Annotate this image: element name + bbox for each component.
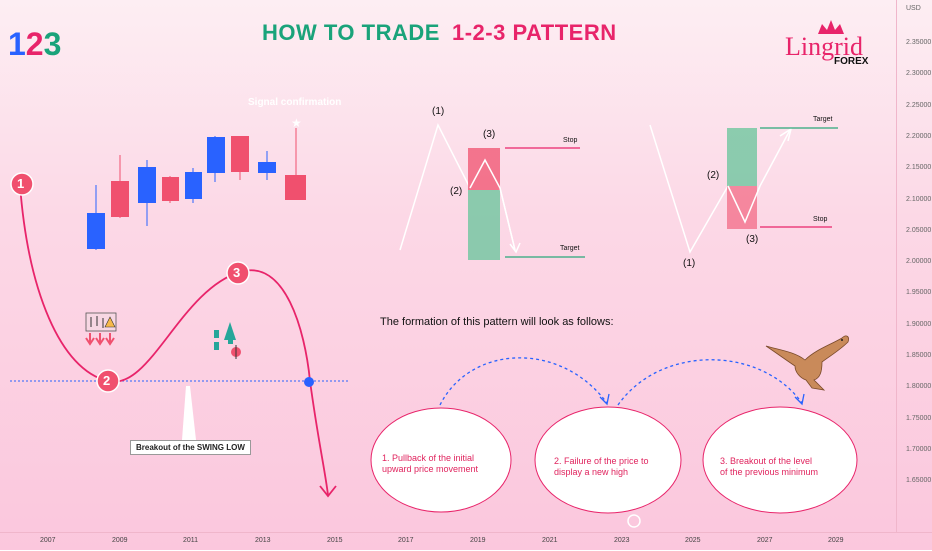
time-tick: 2011 — [183, 537, 199, 544]
step-2-oval — [534, 406, 682, 514]
currency-label: USD — [906, 5, 921, 12]
brand-sub: FOREX — [834, 56, 869, 67]
candles — [87, 128, 306, 250]
point-1-label: 1 — [17, 176, 25, 191]
signal-confirmation-label: Signal confirmation — [248, 97, 342, 108]
time-tick: 2009 — [112, 537, 128, 544]
price-tick: 2.30000 — [906, 70, 932, 78]
diag-right-p3: (3) — [746, 234, 759, 245]
diagram-left-target-box — [468, 190, 500, 260]
price-tick: 1.65000 — [906, 477, 932, 485]
callout-pointer — [182, 386, 196, 440]
point-3-marker — [226, 261, 250, 285]
step-2-text: 2. Failure of the price to display a new … — [554, 456, 649, 477]
time-tick: 2023 — [614, 537, 630, 544]
candle — [185, 172, 202, 199]
step-1-oval — [370, 407, 512, 513]
price-tick: 2.10000 — [906, 195, 932, 203]
candle — [111, 181, 129, 217]
diag-left-target: Target — [560, 245, 580, 252]
price-tick: 2.00000 — [906, 258, 932, 266]
arc-arrow-1 — [439, 357, 608, 406]
candle — [231, 136, 249, 172]
point-1-marker — [10, 172, 34, 196]
price-tick: 2.25000 — [906, 101, 932, 109]
candle — [207, 137, 225, 173]
diag-left-p1: (1) — [432, 106, 445, 117]
candle — [162, 177, 179, 201]
breakout-callout: Breakout of the SWING LOW — [130, 440, 251, 455]
price-tick: 1.75000 — [906, 414, 932, 422]
step-3-text: 3. Breakout of the level of the previous … — [720, 456, 819, 477]
step-1-text: 1. Pullback of the initial upward price m… — [382, 453, 479, 474]
time-axis[interactable] — [0, 532, 932, 551]
time-tick: 2015 — [327, 537, 343, 544]
time-tick: 2021 — [542, 537, 558, 544]
price-tick: 1.70000 — [906, 445, 932, 453]
price-tick: 1.95000 — [906, 289, 932, 297]
brand-name: Lingrid — [785, 32, 863, 61]
price-tick: 2.35000 — [906, 39, 932, 46]
star-icon: ★ — [291, 116, 302, 130]
arc-arrow-2 — [617, 359, 803, 406]
diagram-right-path — [649, 124, 791, 254]
diag-right-p2: (2) — [707, 170, 720, 181]
candle — [258, 162, 276, 173]
crown-icon — [818, 20, 844, 34]
point-3-label: 3 — [233, 265, 241, 280]
diag-right-target: Target — [813, 116, 833, 123]
pattern-warning-icon — [85, 312, 117, 346]
price-tick: 2.05000 — [906, 226, 932, 234]
time-tick: 2019 — [470, 537, 486, 544]
title-how-to-trade: HOW TO TRADE — [262, 20, 440, 45]
price-tick: 1.90000 — [906, 320, 932, 328]
candle — [87, 213, 105, 249]
diag-right-p1: (1) — [683, 258, 696, 269]
formation-text: The formation of this pattern will look … — [380, 316, 614, 328]
diag-left-p2: (2) — [450, 186, 463, 197]
diag-right-stop: Stop — [813, 216, 828, 223]
arrow-down-icon — [319, 485, 337, 498]
price-tick: 1.80000 — [906, 383, 932, 391]
time-tick: 2013 — [255, 537, 271, 544]
candle — [285, 175, 306, 200]
price-tick: 2.15000 — [906, 164, 932, 172]
time-tick: 2029 — [828, 537, 844, 544]
bull-bear-icon — [214, 322, 241, 359]
diag-left-p3: (3) — [483, 129, 496, 140]
breakout-point — [304, 377, 314, 387]
candle — [138, 167, 156, 203]
diag-left-stop: Stop — [563, 137, 578, 144]
diagram-right-target-box — [727, 128, 757, 186]
time-tick: 2025 — [685, 537, 701, 544]
time-tick: 2027 — [757, 537, 773, 544]
logo-123: 123 — [8, 26, 62, 62]
time-tick: 2017 — [398, 537, 414, 544]
kangaroo-icon — [765, 335, 849, 391]
tradingview-watermark — [627, 514, 641, 528]
pattern-curve — [19, 184, 329, 496]
step-3-oval — [702, 406, 858, 514]
time-tick: 2007 — [40, 537, 56, 544]
price-tick: 2.20000 — [906, 132, 932, 140]
title-pattern: 1-2-3 PATTERN — [452, 20, 617, 45]
point-2-label: 2 — [103, 373, 111, 388]
price-axis[interactable]: USD — [896, 0, 932, 532]
price-tick: 1.85000 — [906, 352, 932, 359]
point-2-marker — [96, 369, 120, 393]
